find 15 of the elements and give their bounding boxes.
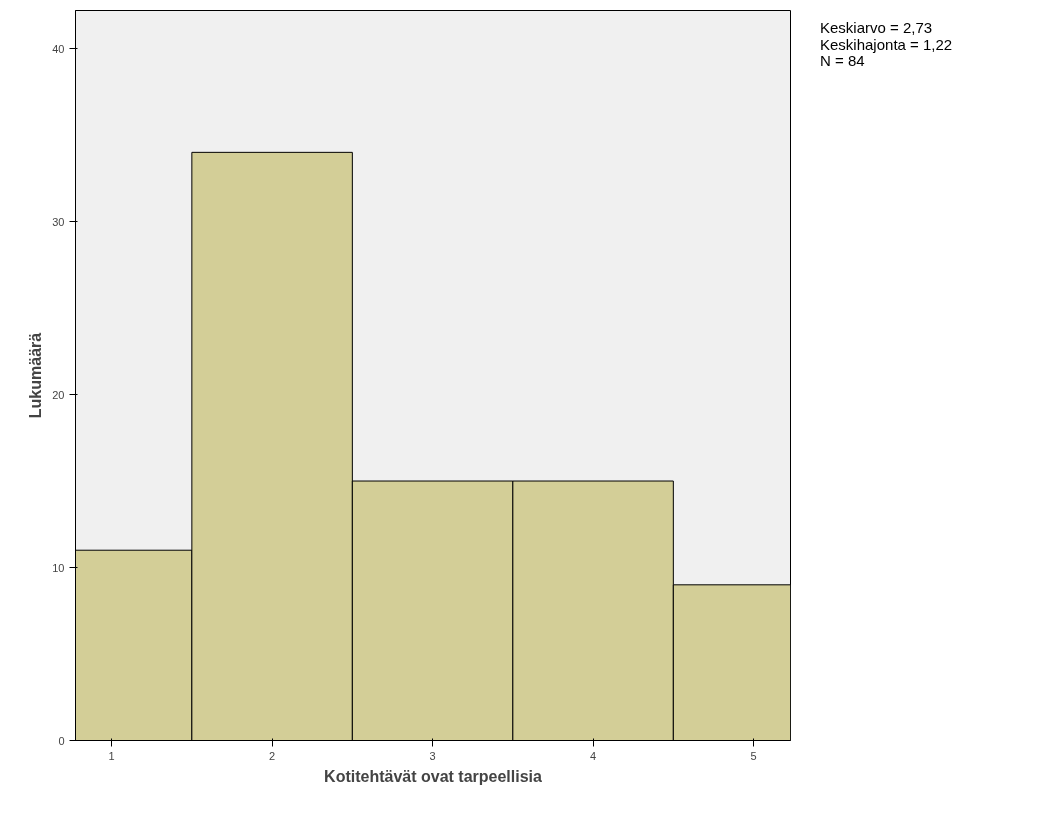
x-tick-label: 4 <box>590 749 597 762</box>
x-tick-label: 1 <box>108 749 115 762</box>
x-tick-label: 5 <box>750 749 757 762</box>
x-axis-title: Kotitehtävät ovat tarpeellisia <box>324 767 543 785</box>
y-tick-label: 0 <box>58 734 65 747</box>
y-tick-label: 20 <box>52 388 65 401</box>
y-tick-label: 40 <box>52 42 65 55</box>
x-tick-label: 2 <box>269 749 276 762</box>
x-tick-label: 3 <box>429 749 436 762</box>
y-axis-title: Lukumäärä <box>27 332 45 419</box>
y-tick-label: 10 <box>52 561 65 574</box>
text: Keskihajonta = 1,22 <box>820 35 953 53</box>
text: N = 84 <box>820 52 865 69</box>
y-tick-label: 30 <box>52 215 65 228</box>
text: Keskiarvo = 2,73 <box>820 19 933 36</box>
